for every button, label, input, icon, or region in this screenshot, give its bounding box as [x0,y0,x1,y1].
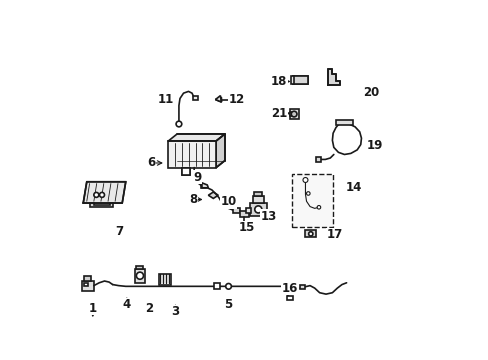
Polygon shape [201,185,206,188]
Bar [293,76,307,84]
Bar [84,276,91,281]
Bar [293,76,307,84]
Polygon shape [216,134,224,168]
Bar [291,76,293,84]
Bar [286,296,292,300]
Circle shape [317,206,320,209]
Bar [289,109,298,119]
Text: 20: 20 [363,86,379,99]
Polygon shape [215,96,221,102]
Bar [252,196,263,203]
Bar [233,208,239,213]
Polygon shape [327,69,340,85]
Bar [182,168,190,175]
Text: 9: 9 [193,171,202,184]
Circle shape [254,206,262,213]
Text: 1: 1 [88,302,97,315]
Circle shape [306,192,309,195]
Polygon shape [208,192,218,198]
Text: 10: 10 [220,195,236,208]
Text: 21: 21 [270,107,287,120]
Polygon shape [215,98,221,102]
Text: 7: 7 [116,225,123,238]
Bar [254,192,262,196]
Text: 18: 18 [270,75,287,88]
Bar [84,283,88,286]
Bar [246,208,250,213]
Bar [214,283,219,289]
Text: 12: 12 [228,93,244,106]
Polygon shape [83,182,125,203]
Circle shape [303,177,307,183]
Bar [305,230,315,238]
Polygon shape [90,203,113,207]
Bar [182,168,190,175]
Bar [134,269,145,283]
Text: 11: 11 [157,93,174,106]
Circle shape [291,111,296,117]
Bar [159,274,171,284]
Text: 17: 17 [326,229,342,242]
Circle shape [94,192,99,197]
Text: 2: 2 [145,302,153,315]
Text: 13: 13 [260,210,276,222]
Text: 6: 6 [147,157,156,170]
Text: 8: 8 [188,193,197,206]
Circle shape [100,192,104,197]
Bar [249,203,266,216]
Circle shape [136,272,143,279]
Bar [335,121,352,125]
Bar [168,141,216,168]
Text: 15: 15 [239,221,255,234]
Text: 14: 14 [345,181,361,194]
Bar [240,211,248,217]
Circle shape [308,232,312,236]
Bar [136,266,143,269]
Bar [299,285,304,289]
Text: 4: 4 [122,298,131,311]
Text: 19: 19 [366,139,382,152]
Text: 16: 16 [281,282,298,294]
Bar [230,97,237,102]
Text: 3: 3 [171,305,179,318]
Polygon shape [202,183,208,188]
Bar [289,112,293,116]
Circle shape [225,283,231,289]
Polygon shape [168,134,224,141]
Circle shape [176,121,182,127]
Bar [292,174,332,227]
Bar [316,157,321,162]
Bar [193,96,198,100]
Text: 5: 5 [224,298,232,311]
Bar [82,281,93,291]
